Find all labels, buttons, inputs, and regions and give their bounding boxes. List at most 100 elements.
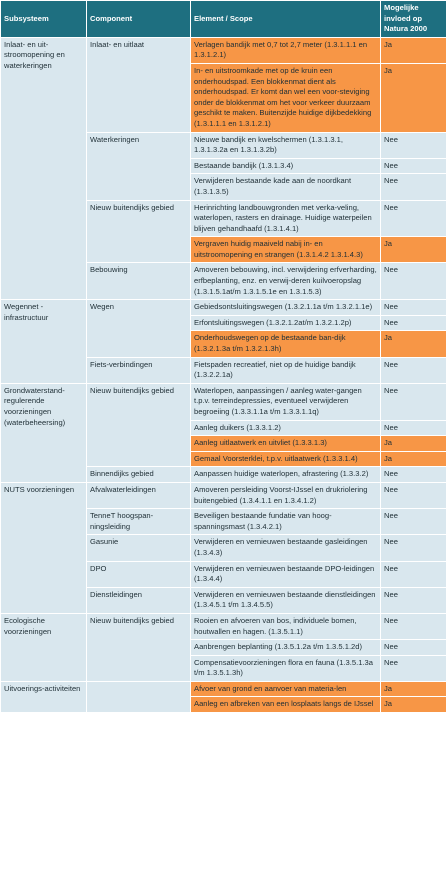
table-row: Uitvoerings-activiteiten Afvoer van grond… <box>0 680 447 714</box>
component-cell: Nieuw buitendijks gebied <box>86 199 191 264</box>
element-scope-cell: Amoveren persleiding Voorst-IJssel en dr… <box>190 481 381 510</box>
natura-2000-cell: Nee <box>380 173 447 201</box>
component-cell: Afvalwaterleidingen <box>86 481 191 510</box>
component-cell: Inlaat- en uitlaat <box>86 36 191 133</box>
header-element-scope: Element / Scope <box>190 0 381 38</box>
table-row: Nieuw buitendijks gebied Herinrichting la… <box>1 199 447 264</box>
natura-2000-cell: Nee <box>380 299 447 316</box>
element-scope-cell: Nieuwe bandijk en kwelschermen (1.3.1.3.… <box>190 131 381 159</box>
component-cell: Dienstleidingen <box>86 586 191 614</box>
natura-2000-cell: Nee <box>380 382 447 421</box>
component-cell: Waterkeringen <box>86 131 191 201</box>
element-scope-cell: Onderhoudswegen op de bestaande ban-dijk… <box>190 330 381 358</box>
table-row: Wegennet - infrastructuur Wegen Gebiedsont… <box>0 299 447 384</box>
table-row: DPO Verwijderen en vernieuwen bestaande D… <box>1 560 447 588</box>
natura-2000-cell: Nee <box>380 131 447 159</box>
table-row: Ecologische voorzieningen Nieuw buitendij… <box>0 612 447 682</box>
element-scope-cell: Aanbrengen beplanting (1.3.5.1.2a t/m 1.… <box>190 639 381 656</box>
subsysteem-cell: Uitvoerings-activiteiten <box>0 680 87 714</box>
table-row: Aanleg duikers (1.3.3.1.2) Nee <box>1 419 447 437</box>
component-cell: Fiets-verbindingen <box>86 356 191 384</box>
natura-2000-cell: Nee <box>380 586 447 614</box>
table-row: Verwijderen bestaande kade aan de noordk… <box>1 173 447 201</box>
element-scope-cell: Verwijderen en vernieuwen bestaande gasl… <box>190 534 381 562</box>
natura-2000-cell: Nee <box>380 639 447 656</box>
element-scope-cell: Aanleg uitlaatwerk en uitvliet (1.3.3.1.… <box>190 435 381 452</box>
element-scope-cell: Verwijderen bestaande kade aan de noordk… <box>190 173 381 201</box>
table-row: Bebouwing Amoveren bebouwing, incl. verwi… <box>1 262 447 301</box>
natura-2000-cell: Ja <box>380 36 447 64</box>
element-scope-cell: Gemaal Voorsterklei, t.p.v. uitlaatwerk … <box>190 450 381 468</box>
natura-2000-cell: Nee <box>380 157 447 175</box>
element-scope-cell: In- en uitstroomkade met op de kruin een… <box>190 62 381 133</box>
component-cell: Gasunie <box>86 534 191 562</box>
element-scope-cell: Verwijderen en vernieuwen bestaande DPO-… <box>190 560 381 588</box>
element-scope-cell: Aanpassen huidige waterlopen, afrasterin… <box>190 466 381 483</box>
table-body: Inlaat- en uit-stroomopening en waterker… <box>0 36 447 714</box>
table-row: Bestaande bandijk (1.3.1.3.4) Nee <box>1 157 447 175</box>
element-scope-cell: Vergraven huidig maaiveld nabij in- en u… <box>190 236 381 264</box>
component-cell: Nieuw buitendijks gebied <box>86 382 191 468</box>
table-row: Onderhoudswegen op de bestaande ban-dijk… <box>1 330 447 358</box>
subsysteem-cell: NUTS voorzieningen <box>0 481 87 614</box>
natura-2000-cell: Nee <box>380 612 447 641</box>
table-header: Subsysteem Component Element / Scope Mog… <box>0 0 447 38</box>
component-cell: Binnendijks gebied <box>86 466 191 483</box>
table-row: Gasunie Verwijderen en vernieuwen bestaan… <box>1 534 447 562</box>
header-natura-2000: Mogelijke invloed op Natura 2000 <box>380 0 447 38</box>
table-row: Aanbrengen beplanting (1.3.5.1.2a t/m 1.… <box>1 639 447 656</box>
natura-2000-cell: Ja <box>380 330 447 358</box>
natura-2000-cell: Nee <box>380 262 447 301</box>
header-component: Component <box>86 0 191 38</box>
component-cell: Nieuw buitendijks gebied <box>86 612 191 682</box>
element-scope-cell: Amoveren bebouwing, incl. verwijdering e… <box>190 262 381 301</box>
natura-2000-cell: Nee <box>380 199 447 238</box>
element-scope-cell: Erfontsluitingswegen (1.3.2.1.2at/m 1.3.… <box>190 314 381 332</box>
table-row: In- en uitstroomkade met op de kruin een… <box>1 62 447 133</box>
table-row: TenneT hoogspan-ningsleiding Beveiligen b… <box>1 508 447 536</box>
natura-2000-cell: Ja <box>380 435 447 452</box>
natura-2000-cell: Ja <box>380 236 447 264</box>
component-cell: TenneT hoogspan-ningsleiding <box>86 508 191 536</box>
natura-2000-cell: Nee <box>380 314 447 332</box>
subsysteem-cell: Wegennet - infrastructuur <box>0 299 87 384</box>
element-scope-cell: Rooien en afvoeren van bos, individuele … <box>190 612 381 641</box>
natura-2000-cell: Ja <box>380 696 447 714</box>
header-row: Subsysteem Component Element / Scope Mog… <box>0 0 447 38</box>
table-row: Inlaat- en uit-stroomopening en waterker… <box>0 36 447 301</box>
element-scope-cell: Herinrichting landbouwgronden met verka-… <box>190 199 381 238</box>
component-cell: Wegen <box>86 299 191 358</box>
table-row: Fiets-verbindingen Fietspaden recreatief,… <box>1 356 447 384</box>
element-scope-cell: Waterlopen, aanpassingen / aanleg water-… <box>190 382 381 421</box>
table-row: NUTS voorzieningen Afvalwaterleidingen Amo… <box>0 481 447 614</box>
natura-2000-cell: Ja <box>380 62 447 133</box>
header-subsysteem: Subsysteem <box>0 0 87 38</box>
natura-2000-cell: Nee <box>380 466 447 483</box>
element-scope-cell: Compensatievoorzieningen flora en fauna … <box>190 654 381 682</box>
natura-2000-cell: Ja <box>380 680 447 698</box>
natura-2000-cell: Nee <box>380 654 447 682</box>
element-scope-cell: Bestaande bandijk (1.3.1.3.4) <box>190 157 381 175</box>
element-scope-cell: Fietspaden recreatief, niet op de huidig… <box>190 356 381 384</box>
element-scope-cell: Verwijderen en vernieuwen bestaande dien… <box>190 586 381 614</box>
component-cell: DPO <box>86 560 191 588</box>
component-cell <box>86 680 191 714</box>
subsysteem-cell: Inlaat- en uit-stroomopening en waterker… <box>0 36 87 301</box>
element-scope-cell: Gebiedsontsluitingswegen (1.3.2.1.1a t/m… <box>190 299 381 316</box>
element-scope-cell: Aanleg duikers (1.3.3.1.2) <box>190 419 381 437</box>
table-row: Aanleg en afbreken van een losplaats lan… <box>1 696 447 714</box>
table-row: Waterkeringen Nieuwe bandijk en kwelscher… <box>1 131 447 201</box>
table-row: Grondwaterstand-regulerende voorzieninge… <box>0 382 447 483</box>
natura-2000-cell: Ja <box>380 450 447 468</box>
natura-2000-cell: Nee <box>380 419 447 437</box>
element-scope-cell: Afvoer van grond en aanvoer van materia-… <box>190 680 381 698</box>
element-scope-cell: Aanleg en afbreken van een losplaats lan… <box>190 696 381 714</box>
natura-2000-cell: Nee <box>380 508 447 536</box>
natura-2000-cell: Nee <box>380 481 447 510</box>
table-row: Gemaal Voorsterklei, t.p.v. uitlaatwerk … <box>1 450 447 468</box>
table-row: Compensatievoorzieningen flora en fauna … <box>1 654 447 682</box>
scope-table: Subsysteem Component Element / Scope Mog… <box>0 0 447 714</box>
natura-2000-cell: Nee <box>380 560 447 588</box>
component-cell: Bebouwing <box>86 262 191 301</box>
subsysteem-cell: Grondwaterstand-regulerende voorzieninge… <box>0 382 87 483</box>
